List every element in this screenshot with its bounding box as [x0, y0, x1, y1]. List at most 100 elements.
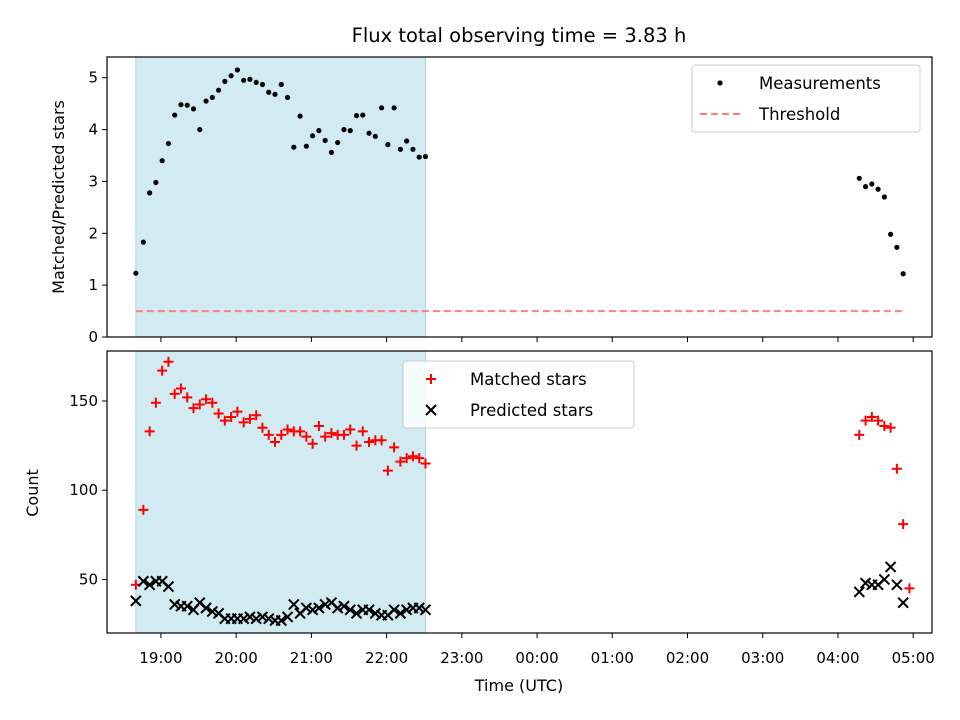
matched-point	[860, 415, 871, 426]
matched-point	[301, 431, 312, 442]
matched-point	[244, 413, 255, 424]
plot-frame	[106, 350, 933, 634]
measurement-point	[881, 194, 887, 200]
legend-label: Threshold	[758, 105, 840, 124]
measurement-point	[297, 113, 303, 119]
y-tick-label: 1	[88, 276, 98, 294]
measurement-point	[215, 87, 222, 93]
measurement-point	[197, 126, 203, 133]
y-tick-label: 150	[69, 392, 98, 410]
measurement-point	[341, 126, 347, 133]
legend: Measurements Threshold	[691, 64, 921, 133]
x-tick-label: 03:00	[741, 649, 784, 667]
measurement-point	[184, 102, 190, 108]
y-axis-label-bottom: Count	[23, 469, 42, 517]
predicted-point	[350, 607, 363, 620]
matched-point	[175, 383, 186, 394]
predicted-point	[137, 575, 150, 587]
predicted-point	[130, 595, 142, 607]
measurement-point	[862, 184, 869, 190]
matched-point	[407, 451, 418, 462]
measurement-point	[347, 128, 353, 134]
predicted-point	[338, 600, 350, 612]
x-tick-label: 00:00	[515, 649, 558, 667]
matched-point	[138, 504, 149, 515]
matched-point	[320, 431, 331, 442]
measurement-point	[253, 79, 259, 86]
measurement-point	[385, 142, 391, 148]
measurement-point	[303, 143, 309, 149]
legend-box	[402, 360, 635, 429]
matched-point	[144, 426, 155, 437]
chart-title: Flux total observing time = 3.83 h	[352, 24, 687, 47]
measurement-point	[397, 146, 403, 152]
y-axis-label-top: Matched/Predicted stars	[49, 100, 68, 294]
matched-point	[395, 456, 406, 467]
measurement-point	[391, 105, 397, 111]
y-tick-label: 3	[88, 172, 98, 190]
legend-box	[691, 64, 921, 133]
measurement-point	[888, 231, 894, 237]
matched-point	[873, 415, 884, 426]
measurement-point	[278, 81, 284, 88]
measurement-point	[159, 158, 165, 164]
measurement-point	[404, 138, 410, 144]
measurement-point	[259, 81, 266, 88]
x-tick-label: 23:00	[440, 649, 483, 667]
measurement-point	[133, 270, 139, 276]
x-tick-label: 22:00	[365, 649, 408, 667]
y-tick-label: 5	[88, 69, 98, 87]
predicted-point	[388, 604, 400, 616]
predicted-point	[143, 579, 156, 591]
predicted-point	[891, 579, 903, 591]
matched-point	[345, 424, 356, 435]
measurement-point	[284, 94, 291, 101]
matched-point	[866, 412, 877, 423]
legend-label: Measurements	[759, 74, 881, 93]
matched-point	[338, 429, 349, 440]
x-tick-label: 21:00	[290, 649, 333, 667]
matched-point	[891, 463, 902, 474]
predicted-point	[275, 614, 287, 627]
x-tick-label: 19:00	[139, 649, 182, 667]
predicted-point	[288, 598, 300, 611]
measurement-point	[335, 139, 341, 146]
matched-point	[282, 424, 293, 435]
matched-point	[295, 426, 306, 437]
predicted-point	[884, 561, 897, 573]
measurement-point	[272, 91, 278, 97]
measurement-point	[422, 153, 429, 160]
predicted-point	[394, 607, 407, 620]
matched-point	[885, 422, 896, 433]
matched-point	[232, 406, 243, 417]
y-tick-label: 0	[88, 328, 98, 346]
measurement-point	[165, 140, 172, 147]
legend-marker-matched	[426, 374, 436, 384]
matched-point	[414, 453, 425, 464]
legend-label: Matched stars	[470, 370, 587, 389]
matched-point	[270, 437, 281, 448]
measurement-point	[322, 137, 328, 144]
predicted-point	[281, 611, 294, 623]
measurement-point	[875, 186, 881, 192]
matched-point	[238, 417, 249, 428]
matched-point	[276, 429, 287, 440]
measurement-point	[247, 76, 253, 82]
matched-point	[879, 420, 890, 431]
measurement-point	[209, 94, 215, 101]
matched-point	[376, 435, 387, 446]
matched-point	[207, 397, 218, 408]
legend: Matched stars Predicted stars	[402, 360, 635, 429]
matched-point	[188, 403, 199, 414]
predicted-point	[313, 602, 325, 614]
matched-point	[163, 356, 174, 367]
panel-count: 50 100 150 Matched stars Predicted stars	[69, 350, 933, 638]
x-tick-label: 05:00	[892, 649, 935, 667]
matched-point	[263, 429, 274, 440]
x-tick-label: 01:00	[591, 649, 634, 667]
measurement-point	[190, 106, 197, 112]
matched-point	[251, 410, 262, 421]
predicted-point	[200, 602, 212, 614]
measurement-point	[372, 133, 378, 139]
x-tick-label: 04:00	[816, 649, 859, 667]
